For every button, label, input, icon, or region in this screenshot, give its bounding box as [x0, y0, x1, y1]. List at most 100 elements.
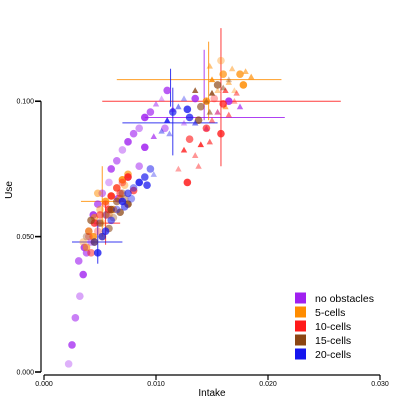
data-point	[210, 94, 219, 103]
data-point	[143, 181, 151, 189]
data-point	[231, 98, 238, 104]
data-point	[116, 189, 124, 198]
data-point	[141, 113, 149, 122]
data-point	[135, 162, 143, 171]
x-tick-label: 0.030	[371, 381, 389, 388]
data-point	[124, 189, 132, 198]
data-point	[118, 178, 127, 187]
data-point	[82, 232, 91, 241]
legend-label: 10-cells	[315, 321, 351, 333]
y-axis: 0.000 0.050 0.100 Use	[4, 99, 42, 377]
legend-swatch	[295, 306, 306, 318]
data-point	[141, 173, 149, 181]
data-point	[206, 138, 213, 145]
data-point	[225, 76, 232, 83]
data-point	[101, 227, 110, 235]
data-point	[217, 129, 225, 138]
data-point	[225, 111, 232, 118]
data-point	[180, 146, 188, 153]
data-point	[135, 178, 143, 187]
data-point	[175, 103, 182, 110]
data-point	[206, 62, 213, 69]
data-point	[242, 68, 249, 75]
data-point	[135, 124, 143, 133]
x-axis-label: Intake	[198, 388, 226, 399]
data-point	[118, 189, 127, 198]
data-point	[93, 249, 102, 257]
data-point	[113, 205, 121, 214]
legend-label: 20-cells	[315, 349, 351, 361]
data-point	[158, 95, 165, 102]
data-point	[225, 79, 232, 85]
legend-label: 5-cells	[315, 307, 345, 319]
y-ticks: 0.000 0.050 0.100	[16, 99, 41, 377]
legend-label: 15-cells	[315, 335, 351, 347]
data-point	[146, 165, 155, 173]
data-point	[214, 108, 221, 115]
data-point	[87, 216, 95, 225]
legend-swatch	[295, 348, 306, 360]
data-point	[107, 192, 115, 200]
data-point	[185, 135, 194, 143]
data-point	[180, 119, 188, 126]
data-point	[175, 165, 182, 172]
data-point	[236, 70, 244, 78]
data-point	[96, 205, 104, 214]
points-layer	[64, 56, 255, 368]
data-point	[164, 116, 171, 123]
data-point	[219, 70, 227, 78]
data-point	[120, 181, 129, 189]
legend-swatch	[295, 320, 306, 332]
data-point	[217, 56, 225, 65]
data-point	[129, 184, 138, 192]
data-point	[107, 165, 115, 173]
x-tick-label: 0.010	[147, 381, 165, 388]
data-point	[220, 84, 227, 91]
data-point	[71, 314, 80, 322]
data-point	[113, 184, 121, 192]
data-point	[113, 157, 121, 165]
data-point	[93, 200, 102, 208]
data-point	[127, 194, 136, 203]
data-point	[208, 76, 216, 83]
data-point	[90, 238, 99, 246]
data-point	[203, 98, 210, 104]
legend: no obstacles 5-cells 10-cells 15-cells 20-ce…	[295, 292, 374, 361]
data-point	[93, 227, 102, 235]
legend-swatch	[295, 334, 306, 346]
data-point	[214, 108, 221, 115]
data-point	[191, 94, 199, 103]
data-point	[107, 205, 115, 214]
data-point	[68, 341, 76, 349]
data-point	[228, 65, 236, 72]
data-point	[197, 102, 205, 111]
data-point	[107, 216, 115, 225]
data-point	[120, 203, 129, 211]
data-point	[163, 86, 171, 95]
legend-label: no obstacles	[315, 293, 374, 305]
data-point	[98, 232, 107, 241]
x-axis: 0.000 0.010 0.020 0.030 Intake	[35, 374, 389, 399]
data-point	[248, 73, 255, 80]
data-point	[79, 238, 87, 246]
data-point	[64, 360, 73, 368]
x-ticks: 0.000 0.010 0.020 0.030	[35, 375, 389, 388]
data-point	[202, 124, 211, 133]
data-point	[129, 129, 138, 138]
data-point	[169, 108, 177, 116]
data-point	[85, 232, 93, 241]
data-point	[236, 103, 244, 110]
data-point	[116, 208, 124, 217]
data-point	[185, 113, 194, 122]
data-point	[79, 270, 87, 279]
data-point	[192, 152, 199, 158]
data-point	[214, 87, 221, 93]
y-tick-label: 0.000	[16, 370, 34, 377]
data-point	[166, 130, 173, 137]
data-point	[96, 211, 104, 219]
data-point	[194, 116, 203, 124]
data-point	[118, 146, 127, 154]
data-point	[87, 249, 95, 257]
data-point	[208, 116, 216, 123]
